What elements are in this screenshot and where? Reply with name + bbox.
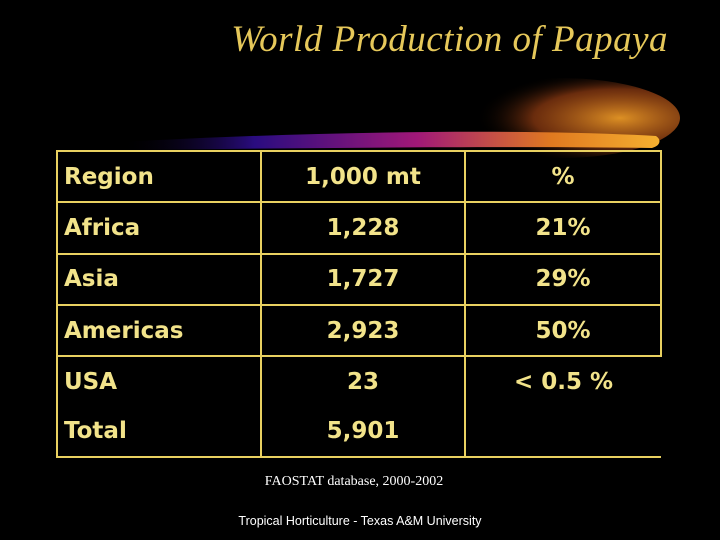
source-note: FAOSTAT database, 2000-2002 <box>264 474 444 489</box>
amount-cell: 2,923 <box>260 303 466 358</box>
amount-cell: 1,228 <box>260 201 466 255</box>
table-row: Africa 1,228 21% <box>56 201 662 255</box>
amount-cell: 5,901 <box>260 406 466 459</box>
region-cell: Africa <box>56 201 262 255</box>
header-region: Region <box>56 149 262 204</box>
region-cell: Americas <box>56 303 262 358</box>
percent-cell: < 0.5 % <box>464 356 661 407</box>
header-percent: % <box>464 149 662 204</box>
slide-title: World Production of Papaya <box>231 19 668 60</box>
percent-cell: 50% <box>464 303 662 358</box>
amount-cell: 1,727 <box>260 252 466 306</box>
percent-cell: 29% <box>464 252 662 306</box>
header-amount: 1,000 mt <box>260 149 466 204</box>
production-table: Region 1,000 mt % Africa 1,228 21% Asia … <box>56 149 662 459</box>
region-cell: Total <box>56 406 262 459</box>
region-cell: USA <box>56 356 262 407</box>
table-row: Asia 1,727 29% <box>56 252 662 306</box>
region-cell: Asia <box>56 252 262 306</box>
amount-cell: 23 <box>260 356 466 407</box>
table-row: USA 23 < 0.5 % <box>56 356 661 407</box>
table-header-row: Region 1,000 mt % <box>56 149 662 204</box>
table-row-total: Total 5,901 <box>56 406 661 459</box>
slide-footer: Tropical Horticulture - Texas A&M Univer… <box>238 514 482 528</box>
percent-cell: 21% <box>464 201 662 255</box>
percent-cell <box>464 406 661 459</box>
table-row: Americas 2,923 50% <box>56 303 662 358</box>
